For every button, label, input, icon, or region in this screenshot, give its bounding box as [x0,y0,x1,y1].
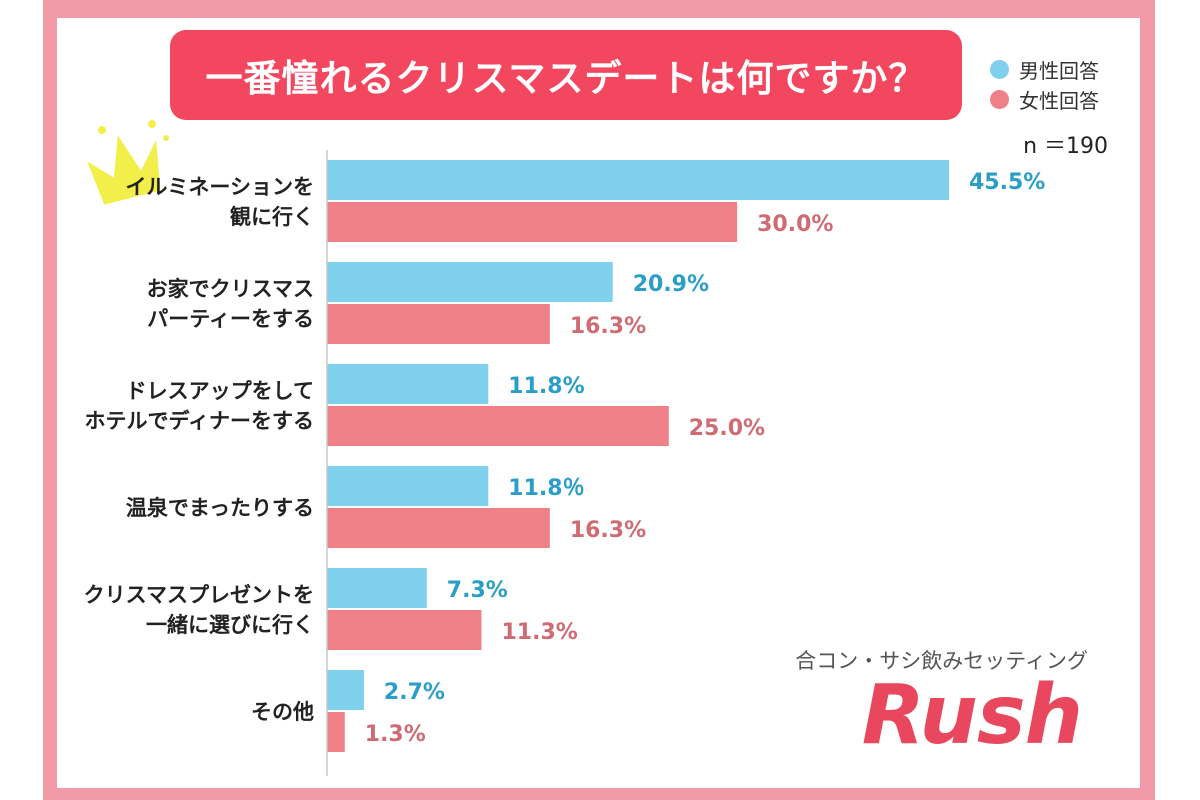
category-label-2: ドレスアップをしてホテルでディナーをする [84,379,314,433]
category-label-3: 温泉でまったりする [126,496,314,520]
value-label-female-4: 11.3% [501,620,577,645]
rush-logo: Rush [861,668,1083,763]
value-label-male-2: 11.8% [508,374,584,399]
value-label-female-1: 16.3% [570,314,646,339]
category-label-1: お家でクリスマスパーティーをする [147,277,314,331]
value-label-female-5: 1.3% [365,722,426,747]
category-label-4: クリスマスプレゼントを一緒に選びに行く [84,583,314,637]
legend-item-male: 男性回答 [990,56,1099,83]
value-label-male-3: 11.8％ [508,476,584,501]
bar-male-0 [327,160,949,200]
bar-male-4 [327,568,427,608]
chart-title: 一番憧れるクリスマスデートは何ですか？ [205,57,927,100]
value-label-male-5: 2.7% [384,680,445,705]
value-label-male-4: 7.3% [447,578,508,603]
legend-label-male: 男性回答 [1019,58,1099,83]
bar-male-2 [327,364,489,404]
legend-dot-female [990,89,1009,109]
legend-item-female: 女性回答 [990,86,1099,113]
bar-female-1 [327,304,550,344]
crown-icon [87,120,169,205]
sample-size: n ＝190 [1023,134,1108,159]
category-label-0: イルミネーションを観に行く [125,175,314,229]
bar-male-5 [327,670,364,710]
bar-male-3 [327,466,489,506]
value-label-female-0: 30.0% [757,212,833,237]
bar-female-5 [327,712,345,752]
chart-panel [57,18,1140,788]
category-label-5: その他 [251,700,314,724]
value-label-male-0: 45.5% [969,170,1045,195]
sponsor-text: 合コン・サシ飲みセッティング [795,649,1088,673]
bar-male-1 [327,262,613,302]
bar-female-0 [327,202,738,242]
bar-female-4 [327,610,482,650]
value-label-female-3: 16.3% [570,518,646,543]
value-label-male-1: 20.9% [633,272,709,297]
value-label-female-2: 25.0% [689,416,765,441]
legend-label-female: 女性回答 [1019,88,1099,113]
title-banner: 一番憧れるクリスマスデートは何ですか？ [170,30,962,120]
bar-female-2 [327,406,669,446]
bar-female-3 [327,508,550,548]
legend-dot-male [990,59,1009,79]
